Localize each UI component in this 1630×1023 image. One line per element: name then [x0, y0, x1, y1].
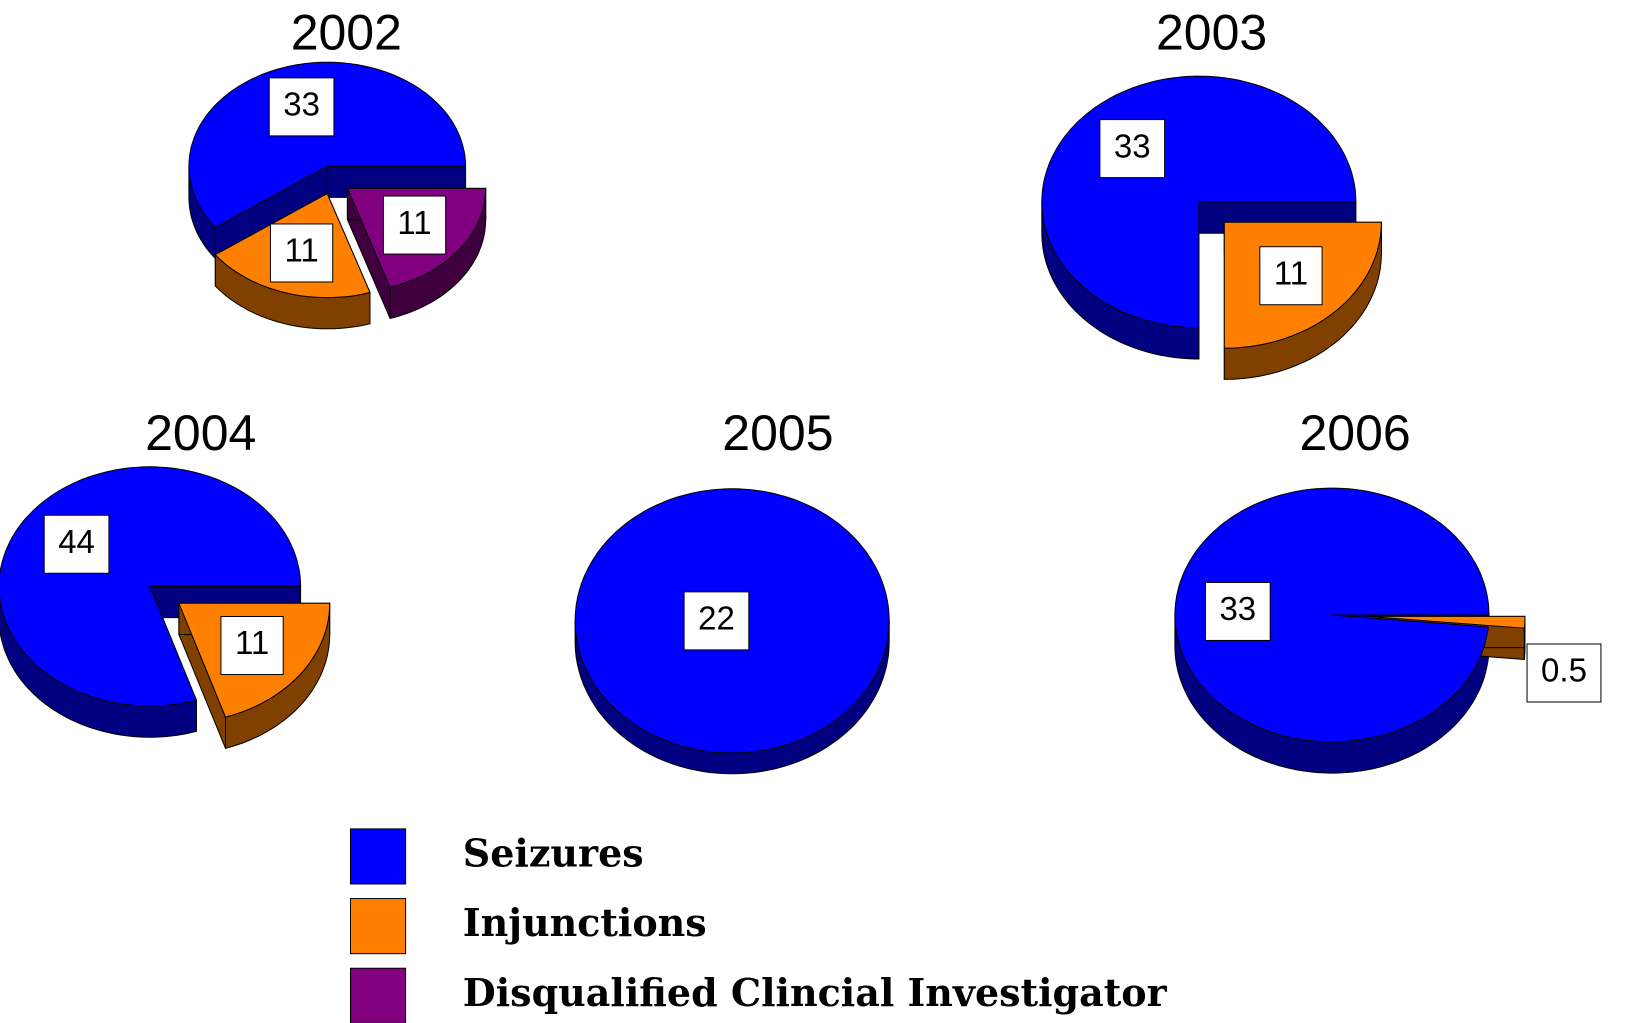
data-label: 11: [284, 232, 318, 269]
slice: [1367, 615, 1526, 629]
data-label-box: [268, 77, 335, 137]
legend-swatch: [349, 828, 407, 885]
data-label-box: [1259, 246, 1323, 306]
data-label: 11: [235, 624, 269, 661]
data-label: 33: [283, 86, 320, 123]
data-label: 0.5: [1541, 652, 1587, 689]
data-label: 33: [1114, 127, 1151, 164]
legend-swatch: [349, 898, 407, 955]
data-label: 11: [1274, 254, 1308, 291]
slice: [188, 61, 467, 229]
data-label-box: [269, 223, 334, 283]
data-label: 22: [698, 600, 735, 637]
data-label-box: [1526, 643, 1602, 703]
data-label-box: [1204, 581, 1271, 641]
pie-title: 2003: [1156, 5, 1267, 61]
legend-swatch: [349, 967, 407, 1023]
legend-label: Disqualified Clincial Investigator: [463, 970, 1168, 1015]
slice: [1174, 487, 1490, 743]
pie-title: 2002: [291, 5, 402, 61]
data-label-box: [43, 514, 110, 574]
data-label: 33: [1219, 590, 1256, 627]
pie-title: 2004: [145, 405, 256, 461]
data-label: 44: [58, 523, 95, 560]
data-label-box: [382, 195, 447, 255]
legend-label: Injunctions: [463, 900, 707, 945]
legend-label: Seizures: [463, 830, 644, 875]
data-label-box: [1099, 119, 1166, 179]
data-label-box: [683, 591, 750, 651]
pie-title: 2006: [1300, 405, 1411, 461]
pie-title: 2005: [722, 405, 833, 461]
data-label: 11: [397, 204, 431, 241]
data-label-box: [220, 616, 284, 676]
